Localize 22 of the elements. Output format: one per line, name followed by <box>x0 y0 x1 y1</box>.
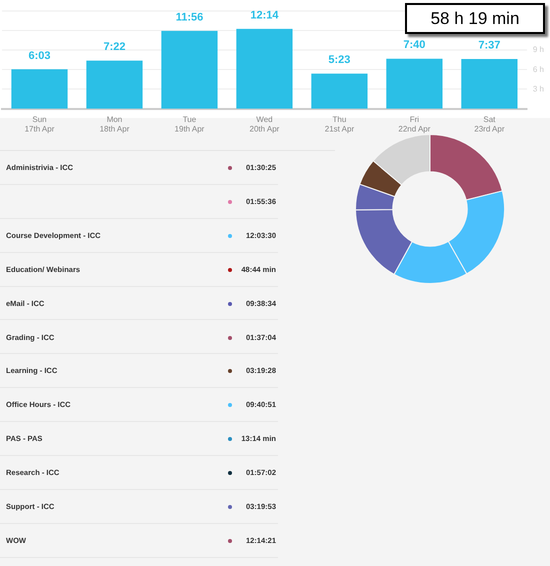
data-label: 12:14 <box>250 9 280 22</box>
data-label: 6:03 <box>28 50 51 62</box>
x-tick-label: Sat 23rd Apr <box>474 114 505 134</box>
x-tick-label: Sun 17th Apr <box>24 114 55 134</box>
annotation: 58 h 19 min <box>405 3 545 34</box>
bar <box>461 59 518 109</box>
data-label: 11:56 <box>176 11 204 24</box>
data-label: 5:23 <box>328 54 350 66</box>
bar <box>161 30 218 109</box>
x-tick-label: Fri 22nd Apr <box>398 114 431 134</box>
x-tick-label: Mon 18th Apr <box>100 114 130 134</box>
x-tick-label: Wed 20th Apr <box>250 114 280 134</box>
x-tick-label: Tue 19th Apr <box>174 114 205 134</box>
bar <box>386 58 443 109</box>
bar <box>86 60 143 109</box>
bar <box>236 28 293 109</box>
bar <box>311 74 368 109</box>
bar <box>11 69 68 109</box>
data-label: 7:37 <box>478 40 500 52</box>
x-tick-label: Thu 21st Apr <box>324 114 354 134</box>
data-label: 7:40 <box>403 39 426 52</box>
data-label: 7:22 <box>103 41 126 54</box>
